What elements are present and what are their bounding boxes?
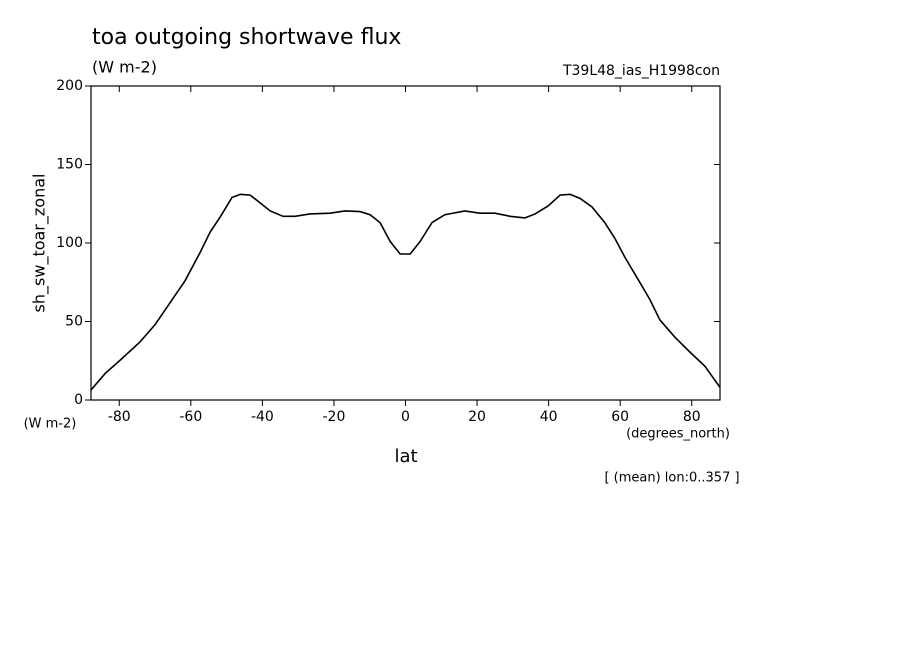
y-axis-label: sh_sw_toar_zonal — [30, 174, 50, 313]
y-tick-label: 100 — [56, 235, 83, 251]
x-units: (degrees_north) — [626, 427, 730, 442]
x-tick-label: 0 — [401, 409, 410, 425]
dataset-label: T39L48_ias_H1998con — [562, 63, 720, 79]
x-tick-label: -80 — [108, 409, 131, 425]
plot-frame — [90, 85, 721, 401]
x-tick-label: 20 — [468, 409, 486, 425]
y-tick-label: 50 — [65, 314, 83, 330]
x-tick-label: -60 — [179, 409, 202, 425]
note: [ (mean) lon:0..357 ] — [604, 471, 739, 486]
x-tick-label: -40 — [251, 409, 274, 425]
data-line — [90, 193, 721, 391]
x-tick-label: -20 — [323, 409, 346, 425]
chart-title: toa outgoing shortwave flux — [92, 25, 401, 50]
y-tick-label: 0 — [74, 392, 83, 408]
y-units: (W m-2) — [24, 417, 77, 432]
x-axis-label: lat — [394, 446, 417, 467]
y-tick-label: 200 — [56, 78, 83, 94]
x-tick-label: 80 — [683, 409, 701, 425]
chart-subtitle: (W m-2) — [92, 58, 157, 77]
x-tick-label: 40 — [540, 409, 558, 425]
x-tick-label: 60 — [611, 409, 629, 425]
y-tick-label: 150 — [56, 157, 83, 173]
